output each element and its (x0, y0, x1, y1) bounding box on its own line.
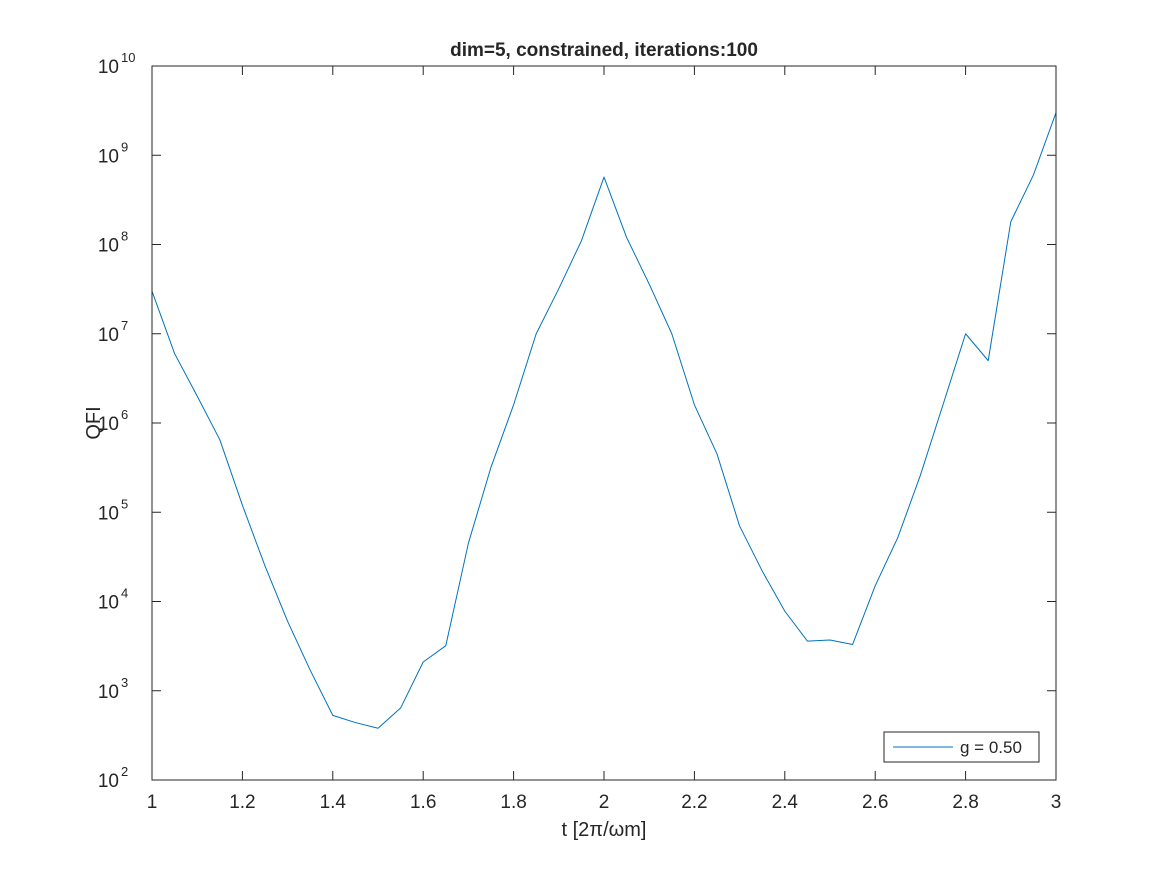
x-tick-label: 1.4 (320, 792, 347, 813)
y-tick-label: 10 (98, 146, 119, 167)
x-tick-label: 2 (599, 792, 610, 813)
y-tick-exponent: 4 (121, 586, 128, 601)
series-line-0 (151, 112, 1057, 729)
chart-title: dim=5, constrained, iterations:100 (450, 40, 758, 61)
y-tick-base: 10 (98, 236, 119, 257)
x-tick-label: 3 (1051, 792, 1062, 813)
y-tick-base: 10 (98, 57, 119, 78)
y-tick-base: 10 (98, 146, 119, 167)
y-tick-label: 10 (98, 593, 119, 614)
y-tick-exponent: 10 (121, 50, 135, 65)
y-tick-exponent: 8 (121, 229, 128, 244)
legend: g = 0.50 (883, 731, 1040, 763)
y-tick-exponent: 6 (121, 407, 128, 422)
y-tick-base: 10 (98, 682, 119, 703)
x-tick-label: 1.6 (410, 792, 436, 813)
y-tick-base: 10 (98, 325, 119, 346)
y-tick-exponent: 7 (121, 318, 128, 333)
line-layer (151, 112, 1057, 729)
x-tick-label: 1.2 (229, 792, 255, 813)
x-tick-label: 1 (147, 792, 158, 813)
y-tick-exponent: 3 (121, 675, 128, 690)
axes-background (152, 66, 1056, 780)
x-tick-label: 2.8 (952, 792, 978, 813)
x-tick-label: 2.4 (772, 792, 799, 813)
y-axis-label: QFI (83, 406, 105, 439)
y-tick-label: 10 (98, 236, 119, 257)
y-tick-base: 10 (98, 503, 119, 524)
x-tick-label: 2.6 (862, 792, 888, 813)
x-axis-label: t [2π/ωm] (562, 819, 647, 841)
y-tick-label: 10 (98, 771, 119, 792)
y-tick-label: 10 (98, 503, 119, 524)
y-tick-base: 10 (98, 414, 119, 435)
legend-entry-label: g = 0.50 (960, 738, 1022, 757)
legend-box (883, 731, 1040, 763)
y-tick-base: 10 (98, 771, 119, 792)
axes-box (151, 65, 1057, 781)
y-tick-exponent: 2 (121, 764, 128, 779)
y-tick-label: 10 (98, 682, 119, 703)
y-tick-base: 10 (98, 593, 119, 614)
x-tick-label: 1.8 (500, 792, 526, 813)
y-tick-label: 10 (98, 414, 119, 435)
x-tick-labels: 1 1.2 1.4 1.6 1.8 2 2.2 2.4 2.6 2.8 3 (147, 792, 1062, 813)
y-tick-label: 10 (98, 325, 119, 346)
y-tick-label: 10 (98, 57, 119, 78)
x-tick-label: 2.2 (681, 792, 707, 813)
y-tick-exponent: 9 (121, 139, 128, 154)
y-tick-exponent: 5 (121, 496, 128, 511)
